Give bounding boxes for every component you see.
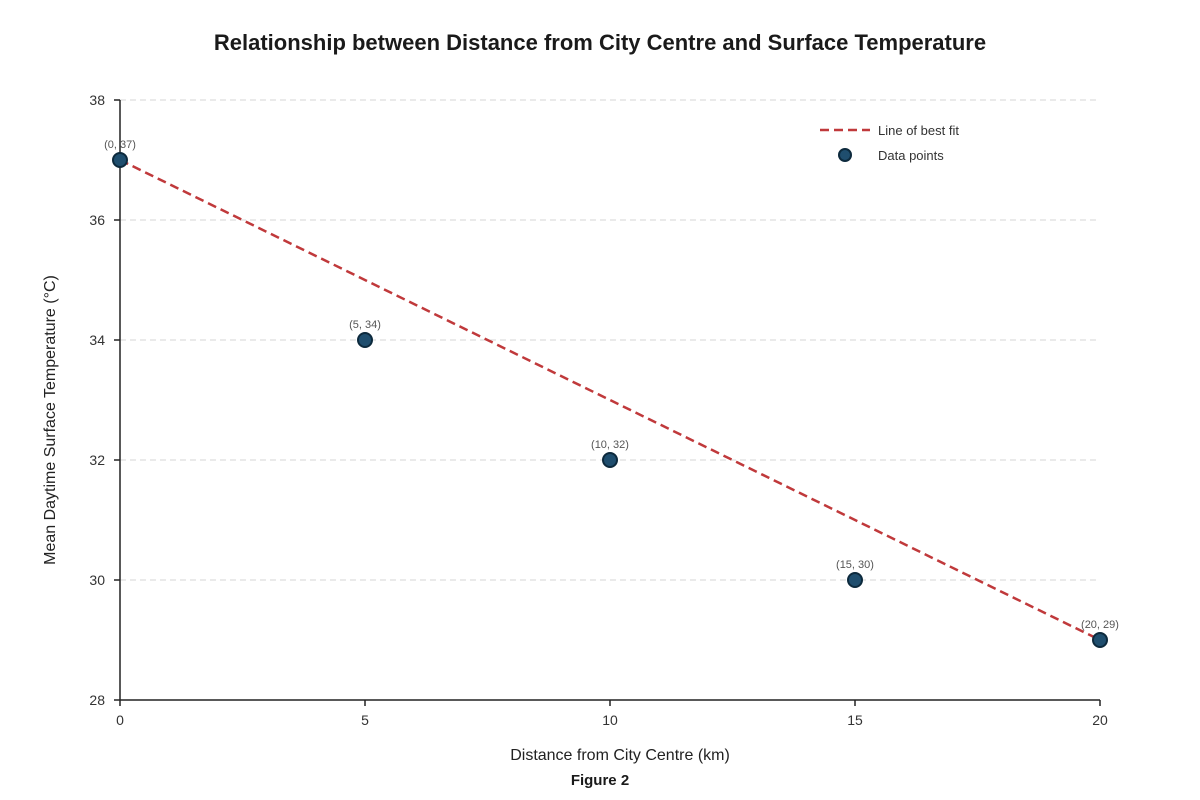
data-point	[112, 152, 128, 168]
y-tick-label: 38	[89, 92, 105, 108]
chart-title: Relationship between Distance from City …	[214, 30, 986, 55]
data-point-label: (5, 34)	[349, 319, 381, 331]
x-tick-label: 20	[1092, 712, 1108, 728]
best-fit-line	[119, 158, 1101, 642]
legend: Line of best fit Data points	[820, 123, 959, 163]
best-fit-line-layer	[119, 158, 1101, 642]
data-point	[602, 452, 618, 468]
y-tick-label: 28	[89, 692, 105, 708]
data-point-label: (15, 30)	[836, 559, 874, 571]
axes	[119, 100, 1100, 701]
data-point	[847, 572, 863, 588]
grid-lines	[120, 99, 1100, 581]
y-axis-title: Mean Daytime Surface Temperature (°C)	[42, 275, 59, 565]
data-point-label: (0, 37)	[104, 139, 136, 151]
data-point	[357, 332, 373, 348]
point-labels: (0, 37) (5, 34) (10, 32) (15, 30) (20, 29)	[104, 139, 1119, 631]
data-point	[1092, 632, 1108, 648]
x-tick-label: 0	[116, 712, 124, 728]
data-points	[112, 152, 1108, 648]
x-tick-label: 15	[847, 712, 863, 728]
x-tick-label: 10	[602, 712, 618, 728]
data-point-label: (20, 29)	[1081, 619, 1119, 631]
y-tick-label: 34	[89, 332, 105, 348]
x-tick-label: 5	[361, 712, 369, 728]
y-tick-label: 36	[89, 212, 105, 228]
legend-point-swatch	[838, 148, 852, 162]
y-tick-label: 32	[89, 452, 105, 468]
legend-label-fit: Line of best fit	[878, 123, 959, 138]
figure-caption: Figure 2	[571, 772, 629, 789]
x-axis-title: Distance from City Centre (km)	[510, 747, 730, 764]
data-point-label: (10, 32)	[591, 439, 629, 451]
legend-label-points: Data points	[878, 148, 944, 163]
axis-ticks: 28 30 32 34 36 38 0 5 10 15 20	[89, 92, 1108, 728]
y-tick-label: 30	[89, 572, 105, 588]
